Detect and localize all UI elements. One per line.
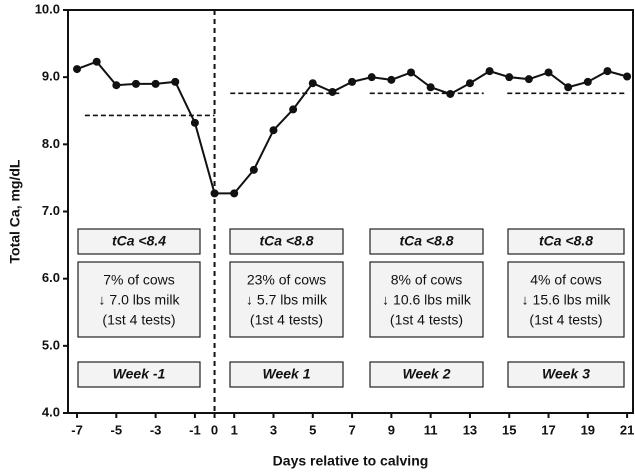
data-point	[367, 73, 376, 82]
data-point	[249, 165, 258, 174]
x-tick-label: -5	[111, 422, 123, 437]
y-tick-label: 4.0	[42, 404, 60, 419]
x-tick-label: 5	[309, 422, 316, 437]
data-point	[151, 79, 160, 88]
x-tick-label: 1	[231, 422, 238, 437]
box-threshold: tCa <8.8	[259, 233, 313, 249]
x-tick-label: 3	[270, 422, 277, 437]
x-tick-label: 21	[620, 422, 634, 437]
data-point	[171, 77, 180, 86]
x-tick-label: 11	[424, 422, 438, 437]
box	[507, 261, 625, 338]
box	[77, 361, 201, 388]
x-tick-label: 13	[463, 422, 477, 437]
data-point	[210, 189, 219, 198]
x-axis-title: Days relative to calving	[273, 453, 429, 469]
box-line: ↓ 5.7 lbs milk	[246, 292, 328, 308]
data-point	[190, 118, 199, 127]
y-tick-label: 10.0	[35, 1, 60, 16]
box-threshold: tCa <8.8	[399, 233, 453, 249]
data-point	[505, 73, 514, 82]
data-point	[269, 126, 278, 135]
box-line: 7% of cows	[103, 272, 175, 288]
x-tick-label: 17	[541, 422, 555, 437]
box-line: 23% of cows	[247, 272, 326, 288]
box	[369, 228, 484, 255]
box	[229, 361, 344, 388]
box-line: ↓ 7.0 lbs milk	[99, 292, 181, 308]
data-point	[289, 105, 298, 114]
box	[229, 261, 344, 338]
y-tick-label: 6.0	[42, 270, 60, 285]
x-tick-label: 0	[211, 422, 218, 437]
data-point	[485, 67, 494, 76]
data-point	[465, 79, 474, 88]
data-point	[348, 77, 357, 86]
data-point	[603, 67, 612, 76]
y-axis-title: Total Ca, mg/dL	[7, 159, 23, 263]
box-line: ↓ 15.6 lbs milk	[522, 292, 612, 308]
data-point	[544, 68, 553, 77]
box-week: Week 1	[263, 366, 311, 382]
box-line: (1st 4 tests)	[529, 312, 602, 328]
data-point	[583, 77, 592, 86]
box-threshold: tCa <8.8	[539, 233, 593, 249]
y-tick-label: 9.0	[42, 69, 60, 84]
box-line: 8% of cows	[391, 272, 463, 288]
data-point	[328, 87, 337, 96]
box	[507, 228, 625, 255]
box-week: Week 2	[403, 366, 451, 382]
y-tick-label: 5.0	[42, 337, 60, 352]
box-week: Week 3	[542, 366, 590, 382]
data-point	[92, 57, 101, 66]
x-tick-label: 9	[388, 422, 395, 437]
box-week: Week -1	[113, 366, 166, 382]
data-point	[131, 79, 140, 88]
box	[77, 228, 201, 255]
box	[369, 261, 484, 338]
x-tick-label: -7	[71, 422, 83, 437]
data-point	[308, 79, 317, 88]
x-tick-label: -3	[150, 422, 162, 437]
x-tick-label: 7	[348, 422, 355, 437]
box	[77, 261, 201, 338]
y-tick-label: 8.0	[42, 136, 60, 151]
x-tick-label: -1	[189, 422, 201, 437]
box-line: 4% of cows	[530, 272, 602, 288]
x-tick-label: 19	[581, 422, 595, 437]
data-point	[564, 83, 573, 92]
box-threshold: tCa <8.4	[112, 233, 166, 249]
data-point	[73, 65, 82, 74]
data-point	[426, 83, 435, 92]
data-point	[524, 75, 533, 84]
box	[229, 228, 344, 255]
data-point	[407, 68, 416, 77]
box-line: ↓ 10.6 lbs milk	[382, 292, 472, 308]
y-tick-label: 7.0	[42, 203, 60, 218]
box-line: (1st 4 tests)	[390, 312, 463, 328]
data-point	[387, 75, 396, 84]
data-point	[112, 81, 121, 90]
box	[507, 361, 625, 388]
data-point	[446, 89, 455, 98]
box	[369, 361, 484, 388]
box-line: (1st 4 tests)	[102, 312, 175, 328]
data-point	[623, 72, 632, 81]
box-line: (1st 4 tests)	[250, 312, 323, 328]
x-tick-label: 15	[502, 422, 516, 437]
data-point	[230, 189, 239, 198]
